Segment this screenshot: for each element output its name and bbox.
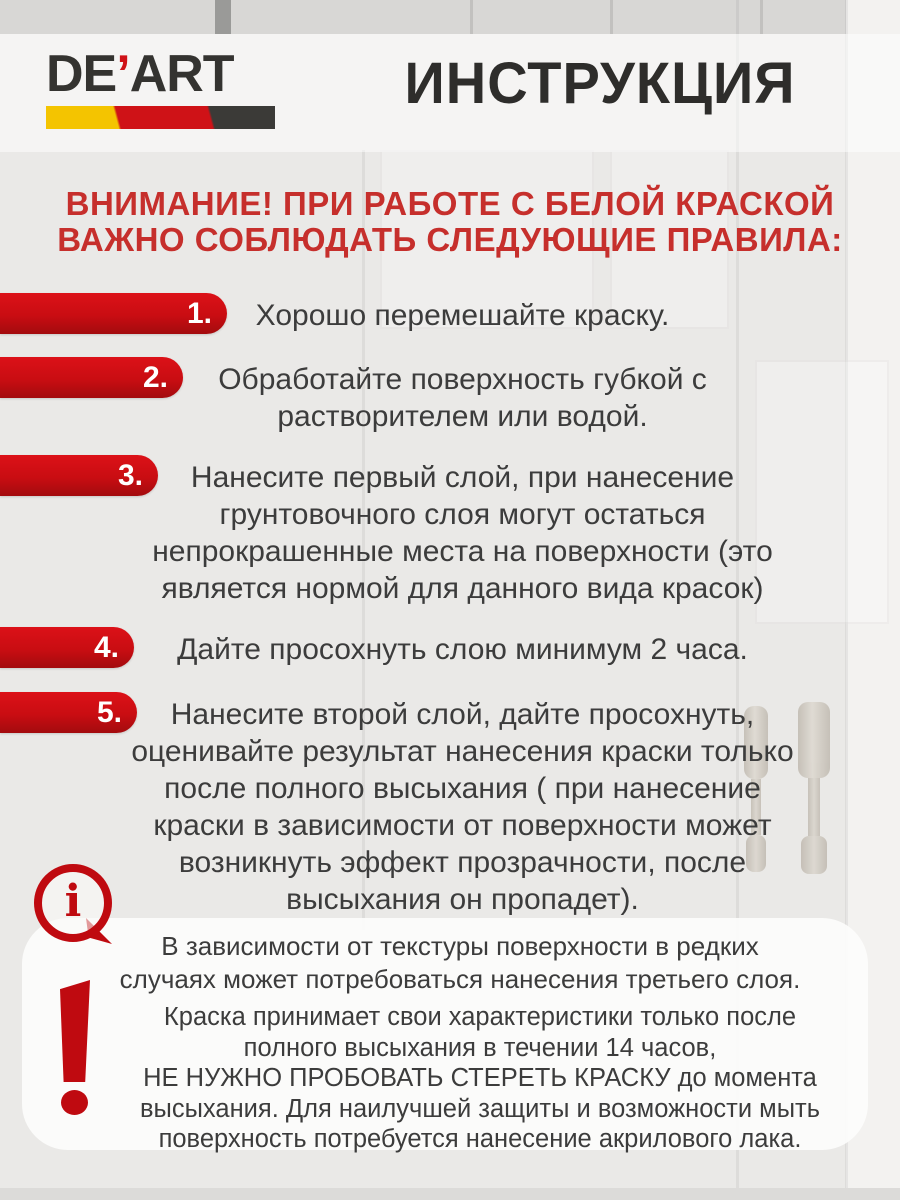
door-bottom-strip [0, 1188, 900, 1200]
step-ribbon-1: 1. [0, 293, 227, 334]
step-number-2: 2. [142, 361, 168, 394]
warning-heading: ВНИМАНИЕ! ПРИ РАБОТЕ С БЕЛОЙ КРАСКОЙ ВАЖ… [57, 185, 843, 258]
step-text-4: Дайте просохнуть слою минимум 2 часа. [177, 633, 748, 666]
info-icon-glyph: i [64, 876, 82, 927]
door-seam [736, 0, 739, 1200]
header-band [0, 34, 900, 152]
step-number-4: 4. [93, 631, 119, 664]
info-circle: i [34, 864, 112, 942]
door-seam [362, 150, 365, 930]
exclamation-icon [60, 980, 90, 1082]
step-ribbon-3: 3. [0, 455, 158, 496]
door-handle [744, 706, 768, 872]
brand-logo: DE’ART [46, 48, 286, 129]
step-text-3: Нанесите первый слой, при нанесение грун… [152, 461, 773, 605]
step-text-1: Хорошо перемешайте краску. [255, 299, 670, 332]
step-text-5: Нанесите второй слой, дайте просохнуть, … [131, 698, 794, 916]
door-top-line [760, 0, 763, 34]
logo-art: ART [129, 45, 235, 103]
logo-apostrophe: ’ [116, 45, 130, 103]
step-number-5: 5. [96, 696, 122, 729]
info-note-text: В зависимости от текстуры поверхности в … [119, 931, 801, 994]
door-top-line [470, 0, 473, 34]
door-handle [798, 702, 830, 874]
step-ribbon-4: 4. [0, 627, 134, 668]
door-glass-frame [380, 150, 594, 329]
door-top-slot [215, 0, 231, 34]
brand-logo-text: DE’ART [46, 48, 286, 100]
page-title: ИНСТРУКЦИЯ [404, 49, 796, 116]
door-top-strip [0, 0, 900, 34]
logo-de: DE [46, 45, 117, 103]
door-panel-frame [755, 360, 889, 624]
door-glass-frame [610, 150, 729, 329]
logo-color-bar [46, 106, 275, 129]
step-ribbon-2: 2. [0, 357, 183, 398]
step-ribbon-5: 5. [0, 692, 137, 733]
notes-panel [22, 918, 868, 1150]
warning-note-text: Краска принимает свои характеристики тол… [139, 1003, 821, 1153]
door-seam [845, 0, 848, 1200]
step-number-1: 1. [186, 297, 212, 330]
exclamation-dot [61, 1090, 88, 1115]
info-speech-bubble-icon: i [34, 864, 120, 956]
step-number-3: 3. [117, 459, 143, 492]
step-text-2: Обработайте поверхность губкой с раствор… [218, 363, 707, 433]
door-top-line [610, 0, 613, 34]
